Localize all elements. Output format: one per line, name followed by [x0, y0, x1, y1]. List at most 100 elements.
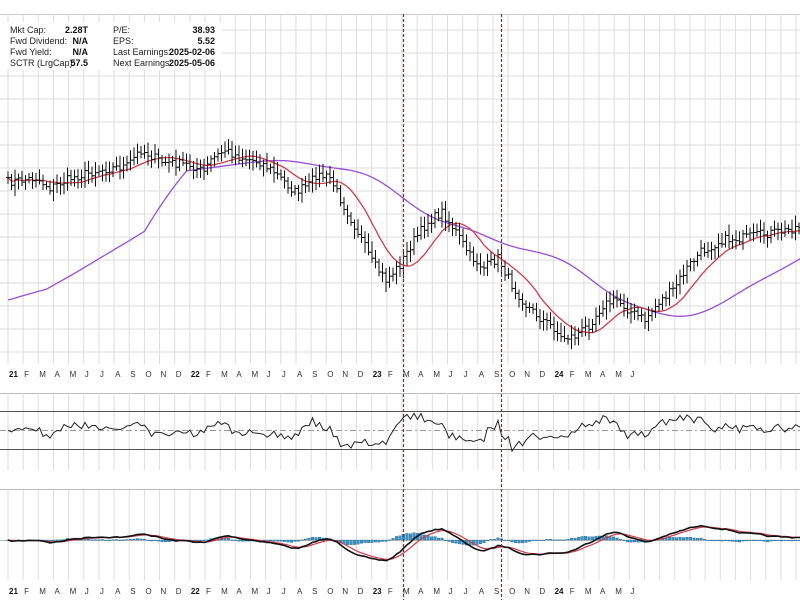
sctr-value: 57.5: [70, 58, 88, 68]
macd-histogram-bar: [240, 539, 245, 542]
macd-histogram-bar: [545, 539, 549, 541]
macd-histogram-bar: [359, 539, 364, 544]
macd-histogram-bar: [104, 539, 108, 541]
macd-tick-label: J: [630, 587, 634, 596]
price-tick-label: A: [418, 370, 424, 379]
macd-histogram-bar: [135, 538, 140, 541]
macd-histogram-bar: [268, 539, 273, 542]
price-tick-label: D: [176, 370, 182, 379]
macd-histogram-bar: [482, 539, 486, 544]
macd-histogram-bar: [622, 539, 626, 541]
macd-tick-label: S: [130, 587, 135, 596]
macd-histogram-bar: [97, 539, 101, 541]
macd-histogram-bar: [296, 539, 301, 542]
eps-label: EPS:: [113, 36, 134, 46]
macd-histogram-bar: [230, 539, 234, 541]
macd-histogram-bar: [527, 539, 532, 542]
macd-histogram-bar: [779, 539, 784, 542]
macd-histogram-bar: [121, 539, 126, 541]
macd-histogram-bar: [755, 539, 759, 541]
macd-tick-label: J: [100, 587, 104, 596]
price-grid: [0, 14, 800, 364]
macd-histogram-bar: [751, 539, 756, 541]
macd-histogram-bar: [139, 538, 143, 541]
macd-histogram-bar: [100, 539, 105, 541]
macd-tick-label: M: [221, 587, 228, 596]
macd-histogram-bar: [765, 539, 770, 543]
macd-histogram-bar: [615, 537, 619, 541]
price-tick-label: M: [403, 370, 410, 379]
price-tick-label: M: [433, 370, 440, 379]
price-tick-label: O: [327, 370, 333, 379]
macd-histogram-bar: [408, 533, 413, 541]
mkt-cap-label: Mkt Cap:: [10, 25, 46, 35]
macd-histogram-bar: [436, 537, 441, 541]
macd-tick-label: 23: [373, 587, 382, 596]
price-tick-label: S: [312, 370, 317, 379]
price-tick-label: N: [342, 370, 348, 379]
macd-histogram-bar: [524, 539, 528, 543]
price-x-axis: 21 F M A M J J A S O N D 22 F M A M J J A S O N D 23 F M A M J J A S O N D 2…: [9, 370, 634, 379]
macd-histogram-bar: [506, 539, 511, 541]
macd-histogram-bar: [496, 537, 500, 541]
macd-tick-label: D: [176, 587, 182, 596]
macd-histogram-bar: [625, 539, 630, 543]
macd-tick-label: S: [312, 587, 317, 596]
macd-histogram-bar: [86, 538, 91, 541]
macd-histogram-bar: [412, 532, 416, 541]
macd-histogram-bar: [457, 539, 462, 545]
macd-indicator: [6, 524, 800, 562]
price-tick-label: 23: [373, 370, 382, 379]
macd-histogram-bar: [618, 539, 623, 541]
macd-tick-label: O: [327, 587, 333, 596]
macd-histogram-bar: [510, 539, 514, 543]
macd-tick-label: A: [297, 587, 303, 596]
macd-tick-label: A: [600, 587, 606, 596]
price-tick-label: J: [85, 370, 89, 379]
macd-histogram-bar: [163, 539, 168, 543]
price-tick-label: D: [358, 370, 364, 379]
macd-histogram-bar: [443, 539, 448, 541]
macd-tick-label: J: [448, 587, 452, 596]
macd-histogram-bar: [307, 537, 311, 541]
price-tick-label: A: [600, 370, 606, 379]
macd-signal-line: [7, 526, 800, 560]
price-tick-label: 24: [555, 370, 564, 379]
macd-histogram-bar: [146, 539, 150, 541]
macd-histogram-bar: [513, 539, 518, 543]
macd-histogram-bar: [674, 537, 679, 541]
macd-histogram-bar: [797, 539, 800, 541]
price-tick-label: M: [251, 370, 258, 379]
macd-histogram-bar: [303, 538, 308, 541]
macd-histogram-bar: [275, 539, 280, 542]
macd-histogram-bar: [349, 539, 353, 545]
price-tick-label: 21: [9, 370, 18, 379]
macd-histogram-bar: [723, 539, 728, 541]
last-earnings-value: 2025-02-06: [169, 47, 215, 57]
macd-tick-label: N: [161, 587, 167, 596]
macd-histogram-bar: [786, 539, 791, 541]
macd-x-axis: 21 F M A M J J A S O N D 22 F M A M J J A S O N D 23 F M A M J J A S O N D 2…: [9, 587, 634, 596]
macd-histogram-bar: [531, 539, 535, 541]
event-markers: [402, 14, 503, 600]
macd-histogram-bar: [454, 539, 458, 544]
macd-histogram-bar: [520, 539, 525, 544]
short-moving-average-line: [7, 155, 800, 334]
macd-tick-label: A: [418, 587, 424, 596]
macd-tick-label: J: [267, 587, 271, 596]
price-tick-label: M: [70, 370, 77, 379]
macd-histogram-bar: [293, 539, 297, 542]
macd-histogram-bar: [503, 539, 507, 541]
macd-tick-label: F: [388, 587, 393, 596]
price-tick-label: M: [39, 370, 46, 379]
macd-histogram-bar: [128, 539, 133, 541]
macd-histogram-bar: [142, 539, 147, 541]
price-tick-label: F: [24, 370, 29, 379]
macd-histogram-bar: [793, 539, 798, 541]
macd-tick-label: 24: [555, 587, 564, 596]
pe-label: P/E:: [113, 25, 130, 35]
macd-histogram-bar: [713, 539, 717, 542]
macd-histogram-bar: [363, 539, 367, 543]
macd-histogram-bar: [748, 539, 752, 541]
macd-histogram-bar: [590, 536, 595, 541]
